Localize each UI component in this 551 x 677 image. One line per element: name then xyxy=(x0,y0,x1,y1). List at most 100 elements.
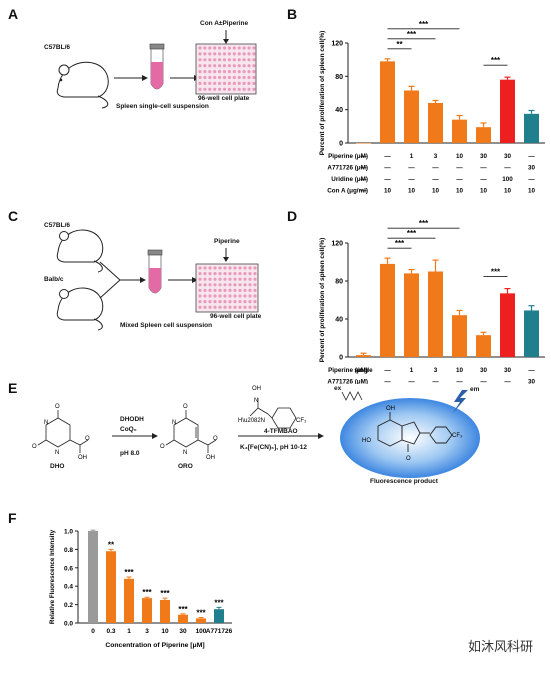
bar xyxy=(196,618,206,623)
y-tick-label: 0.2 xyxy=(64,602,73,609)
well xyxy=(218,300,222,304)
table-cell: — xyxy=(480,176,487,183)
table-cell: — xyxy=(384,367,391,374)
well xyxy=(213,52,217,56)
cf3-label-1: CF₃ xyxy=(296,418,307,424)
svg-text:O: O xyxy=(85,436,90,442)
well xyxy=(233,305,237,309)
bar-significance-label: *** xyxy=(178,605,188,614)
well xyxy=(238,283,242,287)
well xyxy=(232,81,236,85)
well xyxy=(232,87,236,91)
table-cell: — xyxy=(384,176,391,183)
table-cell: — xyxy=(504,165,511,172)
table-cell: 10 xyxy=(408,188,416,195)
well xyxy=(248,294,252,298)
well xyxy=(198,283,202,287)
plate-label-a: 96-well cell plate xyxy=(198,95,250,102)
well xyxy=(208,64,212,68)
table-cell: — xyxy=(384,165,391,172)
well xyxy=(198,81,202,85)
panel-c-schematic xyxy=(56,229,259,331)
bar xyxy=(476,127,491,143)
well xyxy=(228,288,232,292)
svg-text:H\u2082N: H\u2082N xyxy=(238,418,265,424)
table-cell: — xyxy=(408,379,415,385)
well xyxy=(242,87,246,91)
well xyxy=(233,283,237,287)
table-cell: — xyxy=(408,165,415,172)
well xyxy=(218,272,222,276)
well xyxy=(218,288,222,292)
svg-text:O: O xyxy=(55,404,60,410)
well xyxy=(248,305,252,309)
well xyxy=(248,266,252,270)
well xyxy=(198,300,202,304)
well xyxy=(223,277,227,281)
panel-letter-b: B xyxy=(287,6,298,22)
x-tick-label: 0.3 xyxy=(106,628,115,635)
bar xyxy=(428,103,443,143)
table-cell: 1 xyxy=(410,153,414,160)
chart-d: 0 40 80 120 Percent of proliferation of sple… xyxy=(319,219,545,385)
bar xyxy=(404,273,419,357)
y-tick-label: 40 xyxy=(335,107,343,114)
well xyxy=(237,70,241,74)
excitation-label: ex xyxy=(334,385,342,392)
well xyxy=(213,277,217,281)
well xyxy=(247,52,251,56)
well xyxy=(213,81,217,85)
tfmbao-structure xyxy=(249,398,297,429)
svg-text:N: N xyxy=(55,450,59,456)
table-cell: 3 xyxy=(434,153,438,160)
well xyxy=(237,46,241,50)
well xyxy=(198,58,202,62)
well xyxy=(223,266,227,270)
table-row-label: Uridine (μM) xyxy=(331,176,368,183)
table-cell: 10 xyxy=(480,188,488,195)
well xyxy=(248,300,252,304)
table-cell: 10 xyxy=(384,188,392,195)
bar xyxy=(356,143,371,144)
well xyxy=(203,58,207,62)
well xyxy=(253,272,257,276)
table-row-label: Piperine (μM) xyxy=(328,367,368,374)
cf3-label-2: CF₃ xyxy=(452,433,463,439)
bar xyxy=(106,551,116,623)
well xyxy=(253,277,257,281)
table-cell: — xyxy=(456,379,463,385)
well xyxy=(247,46,251,50)
well xyxy=(223,288,227,292)
significance-label: *** xyxy=(491,56,501,65)
well xyxy=(237,58,241,62)
well xyxy=(223,300,227,304)
bar xyxy=(88,531,98,623)
well xyxy=(198,75,202,80)
svg-text:N: N xyxy=(44,420,48,426)
well xyxy=(222,70,227,74)
well xyxy=(228,283,232,287)
significance-label: *** xyxy=(419,219,429,228)
svg-text:N: N xyxy=(172,420,176,426)
well xyxy=(198,294,202,298)
well xyxy=(252,87,256,91)
svg-text:O: O xyxy=(213,436,218,442)
well xyxy=(198,272,202,276)
well xyxy=(232,75,236,80)
well xyxy=(247,58,251,62)
well xyxy=(232,46,236,50)
well xyxy=(237,64,241,68)
table-cell: — xyxy=(528,367,535,374)
well xyxy=(243,305,247,309)
table-cell: — xyxy=(384,153,391,160)
well xyxy=(208,288,212,292)
well xyxy=(253,294,257,298)
well xyxy=(253,300,257,304)
well xyxy=(253,305,257,309)
well xyxy=(238,305,242,309)
x-tick-label: 100 xyxy=(196,628,207,635)
x-tick-label: 3 xyxy=(145,628,149,635)
well xyxy=(198,46,202,50)
bar xyxy=(500,293,515,357)
table-cell: — xyxy=(528,176,535,183)
